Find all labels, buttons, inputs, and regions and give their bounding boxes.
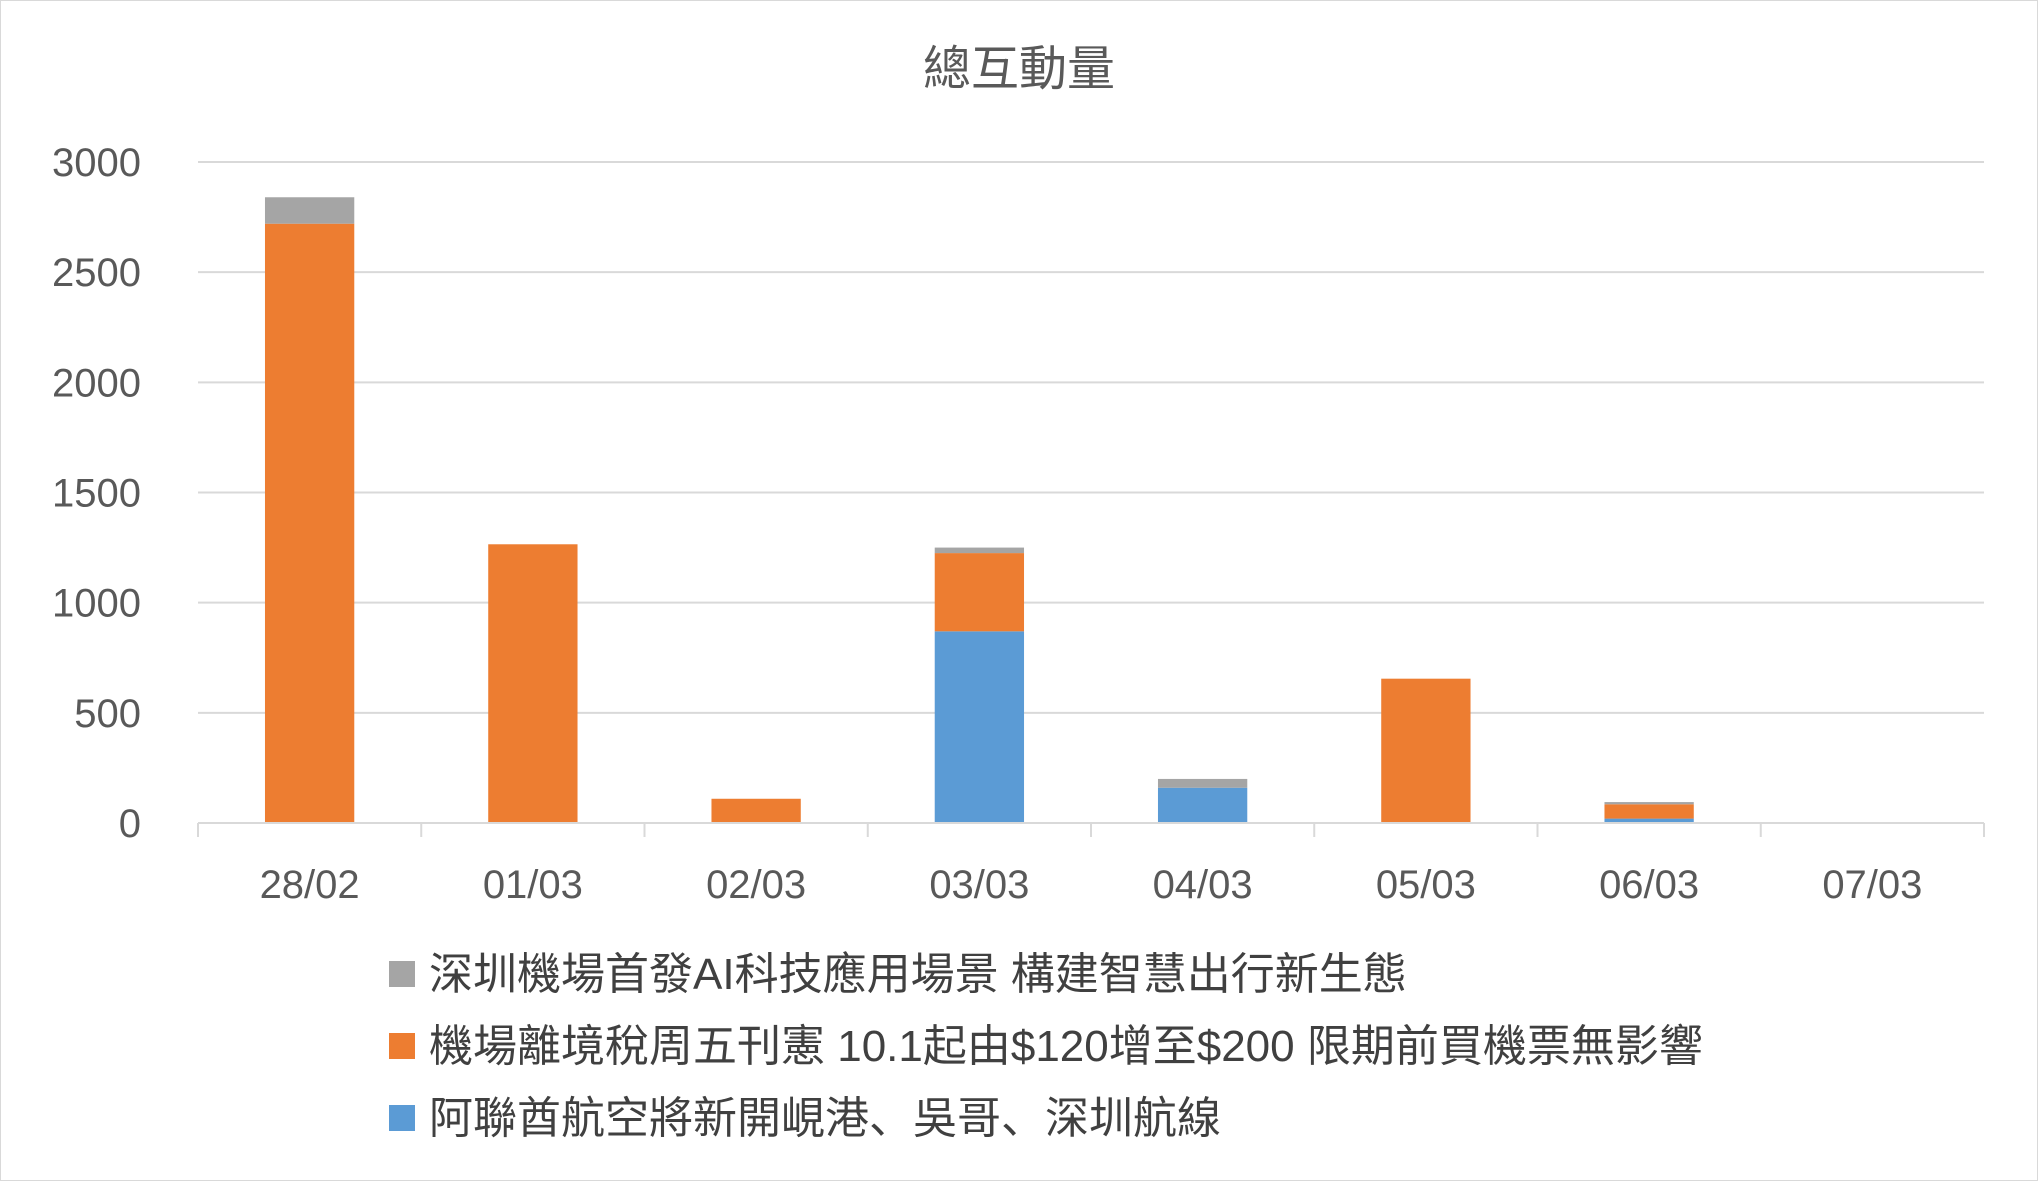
x-tick-label: 06/03 xyxy=(1599,863,1699,907)
bar-segment xyxy=(488,544,578,823)
y-tick-label: 2500 xyxy=(52,251,141,295)
legend-label: 阿聯酋航空將新開峴港、吳哥、深圳航線 xyxy=(429,1094,1221,1143)
bar-segment xyxy=(934,547,1025,554)
bar-segment xyxy=(1604,818,1694,823)
bar-segment xyxy=(1381,678,1471,823)
gridlines xyxy=(198,161,1984,714)
y-tick-label: 2000 xyxy=(52,361,141,405)
y-tick-label: 500 xyxy=(74,692,141,736)
bars xyxy=(264,197,1694,823)
y-tick-label: 1500 xyxy=(52,472,141,516)
bar-segment xyxy=(1604,804,1694,819)
legend-swatch xyxy=(389,961,415,987)
x-tick-label: 28/02 xyxy=(260,863,360,907)
bar-segment xyxy=(264,223,355,823)
chart-title: 總互動量 xyxy=(923,43,1115,96)
x-tick-label: 03/03 xyxy=(929,863,1029,907)
bar-segment xyxy=(711,798,801,823)
bar-segment xyxy=(934,553,1025,632)
x-tick-label: 07/03 xyxy=(1822,863,1922,907)
y-tick-label: 0 xyxy=(119,802,141,846)
legend-label: 機場離境稅周五刊憲 10.1起由$120增至$200 限期前買機票無影響 xyxy=(429,1022,1703,1071)
bar-segment xyxy=(1157,787,1248,823)
legend-label: 深圳機場首發AI科技應用場景 構建智慧出行新生態 xyxy=(429,950,1407,999)
legend-swatch xyxy=(389,1033,415,1059)
bar-segment xyxy=(264,197,355,224)
x-tick-label: 01/03 xyxy=(483,863,583,907)
bar-segment xyxy=(934,631,1025,823)
bar-segment xyxy=(1157,778,1248,788)
x-tick-label: 05/03 xyxy=(1376,863,1476,907)
legend-swatch xyxy=(389,1105,415,1131)
y-tick-label: 3000 xyxy=(52,141,141,185)
bar-segment xyxy=(1604,802,1694,805)
y-tick-label: 1000 xyxy=(52,582,141,626)
x-tick-label: 02/03 xyxy=(706,863,806,907)
axes: 0 500 1000 1500 2000 2500 3000 28/02 01/03 02/03 0… xyxy=(52,141,1985,907)
x-tick-label: 04/03 xyxy=(1153,863,1253,907)
